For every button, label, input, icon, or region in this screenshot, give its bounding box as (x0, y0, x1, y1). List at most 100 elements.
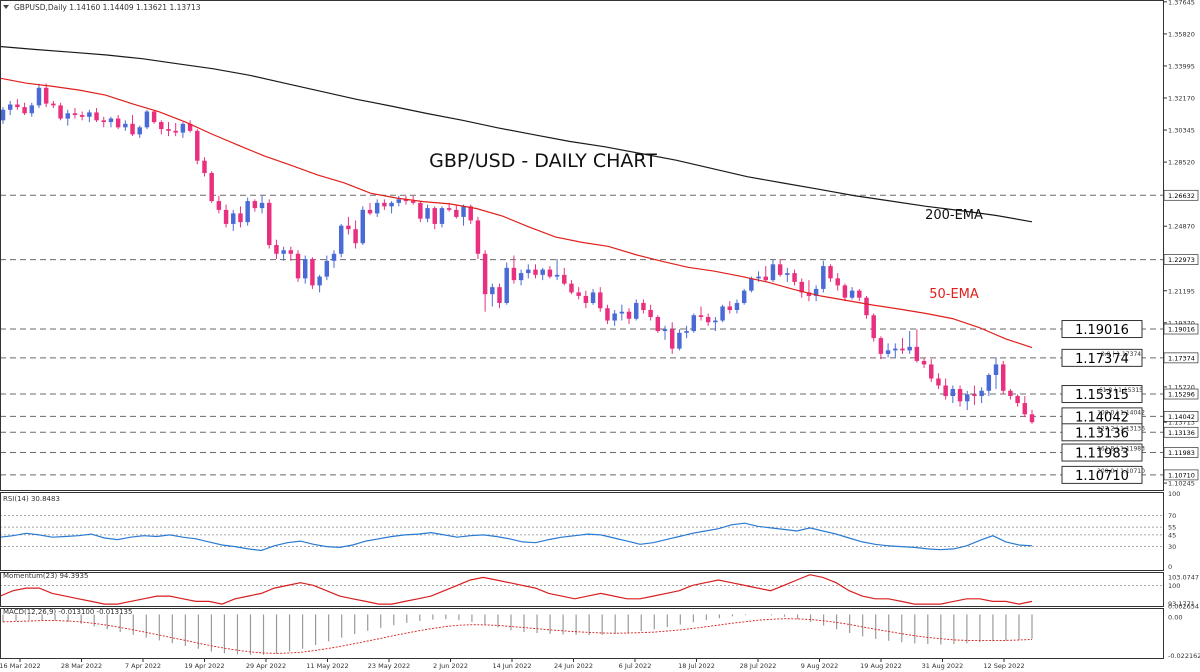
candle-body (979, 390, 984, 397)
candle-body (806, 292, 812, 296)
time-tick-label: 19 Apr 2022 (184, 662, 224, 670)
candle-body (720, 306, 725, 321)
pane-border (0, 492, 1164, 571)
symbol-header: GBPUSD,Daily 1.14160 1.14409 1.13621 1.1… (14, 3, 201, 12)
level-box-label: 1.14042 (1075, 410, 1129, 425)
candle-body (425, 208, 430, 219)
candle-body (202, 160, 207, 173)
candle-body (518, 273, 524, 281)
level-axis-label: 1.22973 (1168, 256, 1195, 264)
time-tick-label: 12 Sep 2022 (983, 662, 1024, 670)
candle-body (353, 229, 358, 244)
level-box (1061, 423, 1143, 442)
candle-body (864, 297, 869, 316)
candle-body (331, 253, 337, 261)
candle-body (454, 209, 459, 217)
candle-body (914, 346, 920, 361)
macd-tick-label: 0.00 (1168, 613, 1182, 621)
candle-body (605, 308, 610, 321)
momentum-tick-label: 100 (1168, 582, 1180, 590)
level-axis-label: 1.17374 (1168, 354, 1195, 362)
level-box-label: 1.11983 (1075, 447, 1129, 462)
candle-body (482, 253, 488, 295)
candle-body (396, 199, 401, 203)
candle-body (324, 260, 330, 277)
price-tick-label: 1.28520 (1168, 159, 1195, 167)
candle-body (461, 206, 466, 217)
candle-body (619, 311, 625, 314)
macd-signal-line (2, 618, 1033, 654)
candle-body (87, 112, 92, 117)
price-pane: 1.37645 1.35820 1.33995 1.32170 1.30345 1.285… (0, 0, 1199, 488)
level-box (1061, 320, 1143, 339)
candle-body (310, 259, 315, 286)
level-box (1061, 348, 1143, 367)
fib-label: 0.0 | 1.17374 (1101, 351, 1141, 358)
candle-body (274, 245, 279, 254)
candle-body (94, 112, 99, 121)
time-tick-label: 23 May 2022 (368, 662, 410, 670)
level-box (1061, 465, 1143, 484)
pane-border (0, 572, 1164, 607)
candle-body (705, 317, 711, 323)
candle-body (972, 394, 977, 397)
candle-body (691, 315, 697, 332)
candle-body (58, 105, 63, 119)
candle-body (741, 290, 747, 303)
candle-body (950, 389, 956, 397)
price-tick-label: 1.30345 (1168, 127, 1195, 135)
candle-body (677, 332, 682, 349)
rsi-tick-label: 70 (1168, 512, 1176, 520)
candle-body (115, 118, 121, 128)
candle-body (763, 276, 768, 281)
candle-body (842, 285, 848, 298)
candle-body (79, 115, 85, 117)
candle-body (468, 206, 473, 221)
candle-body (259, 202, 265, 209)
candle-body (835, 278, 840, 286)
price-tick-label: 1.13713 (1168, 419, 1195, 427)
candle-body (749, 278, 754, 291)
candle-body (626, 311, 632, 319)
collapse-triangle-icon[interactable] (3, 5, 9, 9)
price-tick-label: 1.32170 (1168, 95, 1195, 103)
rsi-label: RSI(14) 30.8483 (3, 495, 60, 503)
candle-body (504, 267, 509, 303)
candle-body (821, 266, 826, 289)
candle-body (151, 111, 157, 123)
candle-body (302, 259, 308, 279)
time-tick-label: 28 Jul 2022 (740, 662, 777, 670)
candle-body (871, 315, 876, 339)
candle-body (418, 202, 423, 219)
candle-body (943, 385, 948, 397)
level-axis-label: 1.15296 (1168, 391, 1195, 399)
candle-body (562, 274, 567, 284)
level-axis-label: 1.14042 (1168, 413, 1195, 421)
candle-body (295, 253, 301, 279)
candle-body (130, 123, 135, 135)
candle-body (569, 283, 574, 293)
candle-body (137, 127, 142, 135)
price-tick-label: 1.33995 (1168, 62, 1195, 70)
candle-body (857, 290, 862, 298)
level-box (1061, 443, 1143, 462)
momentum-tick-label: 93.1771 (1168, 600, 1195, 608)
candle-body (216, 201, 222, 210)
candle-body (547, 269, 553, 277)
candle-body (554, 274, 560, 277)
candle-body (108, 118, 114, 123)
rsi-tick-label: 0 (1168, 563, 1172, 571)
candle-body (540, 269, 545, 275)
ema200-label: 200-EMA (925, 208, 983, 223)
time-tick-label: 31 Aug 2022 (922, 662, 964, 670)
candle-body (367, 209, 373, 214)
candle-body (22, 107, 27, 114)
time-tick-label: 2 Jun 2022 (433, 662, 468, 670)
candle-body (374, 202, 380, 214)
candle-body (180, 123, 186, 133)
level-box-label: 1.17374 (1075, 352, 1129, 367)
candle-body (590, 292, 596, 303)
time-axis: 16 Mar 2022 28 Mar 2022 7 Apr 2022 19 Apr 2… (0, 0, 1164, 670)
